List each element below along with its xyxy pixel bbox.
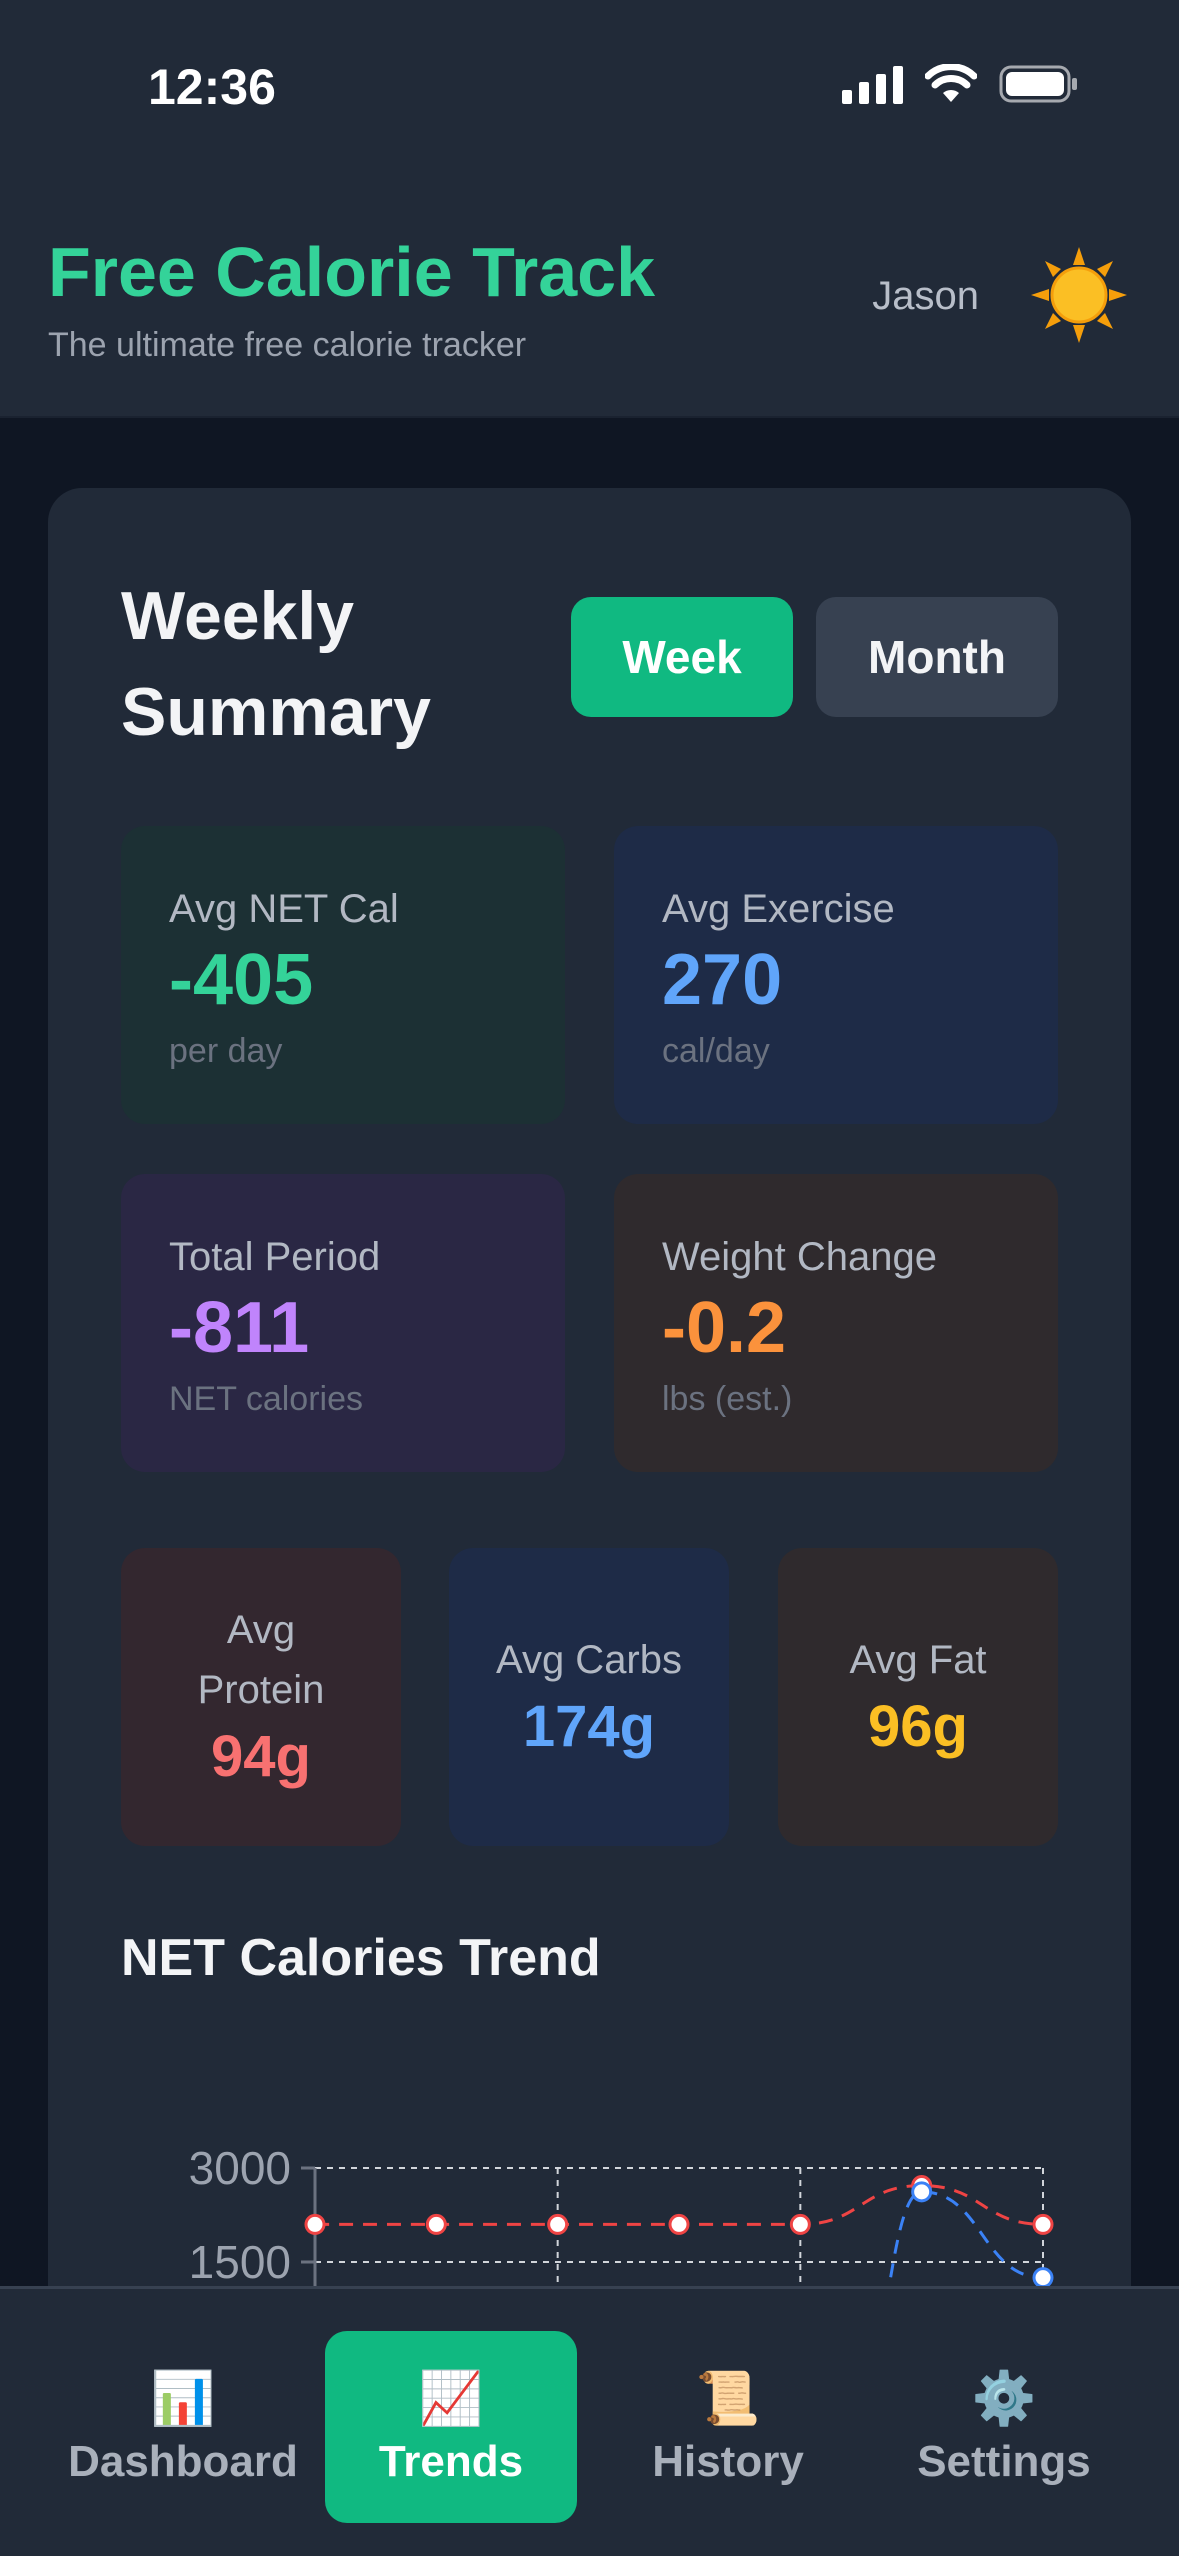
summary-title: Weekly Summary (121, 578, 431, 750)
avg-net-cal-tile: Avg NET Cal -405 per day (121, 826, 565, 1124)
avg-carbs-tile: Avg Carbs 174g (449, 1548, 729, 1846)
macro-label: Avg Fat (849, 1638, 987, 1682)
app-subtitle: The ultimate free calorie tracker (48, 326, 527, 364)
avg-exercise-tile: Avg Exercise 270 cal/day (614, 826, 1058, 1124)
stat-label: Avg Exercise (662, 887, 895, 931)
status-bar: 12:36 (0, 0, 1179, 190)
bar-chart-icon: 📊 (150, 2370, 216, 2428)
status-time: 12:36 (148, 59, 276, 115)
macro-label: Avg Protein (197, 1608, 325, 1712)
stat-value: -405 (169, 940, 314, 1020)
avg-protein-tile: Avg Protein 94g (121, 1548, 401, 1846)
macro-label: Avg Carbs (495, 1638, 682, 1682)
stat-label: Avg NET Cal (169, 887, 399, 931)
chart-point (547, 2213, 569, 2235)
wifi-icon (925, 64, 977, 102)
gear-icon: ⚙️ (971, 2370, 1037, 2428)
nav-label: Trends (378, 2437, 524, 2486)
trend-title: NET Calories Trend (121, 1929, 601, 1987)
stat-unit: per day (169, 1032, 283, 1070)
stat-unit: cal/day (662, 1032, 770, 1070)
stat-unit: lbs (est.) (662, 1380, 793, 1418)
nav-label: History (652, 2437, 804, 2486)
app-title: Free Calorie Track (48, 233, 655, 311)
stat-unit: NET calories (169, 1380, 363, 1418)
weekly-summary-card: Weekly Summary Week Month Avg NET Cal -4… (48, 488, 1131, 2388)
cellular-signal-icon (842, 64, 903, 104)
nav-history[interactable]: 📜 History (600, 2331, 856, 2523)
nav-label: Dashboard (68, 2437, 298, 2486)
theme-toggle-button[interactable] (1029, 245, 1129, 345)
stat-value: -0.2 (662, 1288, 787, 1368)
chart-point (789, 2213, 811, 2235)
user-name[interactable]: Jason (872, 274, 979, 318)
stat-value: 270 (662, 940, 783, 1020)
chart-point (668, 2213, 690, 2235)
status-icons (842, 64, 1079, 104)
nav-settings[interactable]: ⚙️ Settings (870, 2331, 1138, 2523)
avg-fat-tile: Avg Fat 96g (778, 1548, 1058, 1846)
nav-label: Settings (917, 2437, 1091, 2486)
week-button[interactable]: Week (571, 597, 793, 717)
bottom-nav: 📊 Dashboard 📈 Trends 📜 History ⚙️ Settin… (0, 2286, 1179, 2556)
chart-point (911, 2181, 933, 2203)
chart-point (425, 2213, 447, 2235)
battery-icon (999, 65, 1077, 103)
stat-value: -811 (169, 1288, 310, 1368)
chart-y-tick-label: 3000 (189, 2142, 291, 2194)
stat-label: Total Period (169, 1235, 381, 1279)
nav-trends[interactable]: 📈 Trends (325, 2331, 577, 2523)
macro-value: 94g (211, 1724, 311, 1789)
total-period-tile: Total Period -811 NET calories (121, 1174, 565, 1472)
macro-value: 174g (522, 1694, 656, 1759)
net-calories-trend-chart: 3000 1500 (189, 2142, 1054, 2388)
scroll-icon: 📜 (695, 2370, 761, 2428)
month-button[interactable]: Month (816, 597, 1058, 717)
macro-value: 96g (868, 1694, 968, 1759)
chart-y-tick-label: 1500 (189, 2236, 291, 2288)
chart-point (304, 2213, 326, 2235)
nav-dashboard[interactable]: 📊 Dashboard (55, 2331, 311, 2523)
trend-chart-icon: 📈 (418, 2370, 484, 2428)
chart-point (1032, 2267, 1054, 2289)
chart-point (1032, 2213, 1054, 2235)
weight-change-tile: Weight Change -0.2 lbs (est.) (614, 1174, 1058, 1472)
sun-icon (1031, 247, 1127, 343)
stat-label: Weight Change (662, 1235, 937, 1279)
app-header: Free Calorie Track The ultimate free cal… (0, 190, 1179, 418)
